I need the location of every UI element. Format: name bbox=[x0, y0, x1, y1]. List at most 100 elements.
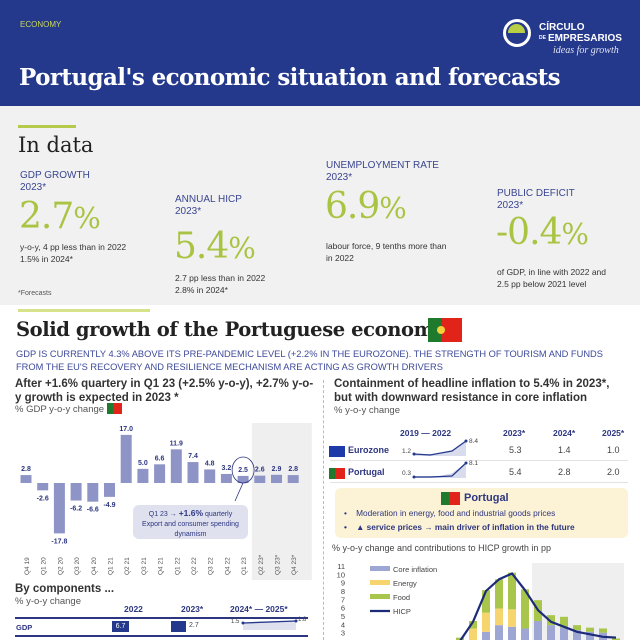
stat-note: y-o-y, 4 pp less than in 2022 1.5% in 202… bbox=[20, 241, 126, 265]
data-label: 4.8 bbox=[205, 460, 215, 467]
gdp-2025-value: 1.8 bbox=[298, 617, 307, 623]
legend-label: HICP bbox=[393, 607, 411, 616]
bar bbox=[104, 483, 115, 497]
bar bbox=[204, 469, 216, 483]
components-unit: % y-o-y change bbox=[15, 596, 82, 607]
stat-unit: % bbox=[73, 201, 101, 235]
components-title: By components ... bbox=[15, 583, 115, 595]
stack-segment-food bbox=[482, 590, 490, 613]
x-tick-label: Q3 22 bbox=[208, 557, 215, 575]
callout-tail: quarterly bbox=[203, 511, 233, 518]
stat-label: ANNUAL HICP 2023* bbox=[175, 194, 242, 218]
y-tick-label: 5 bbox=[341, 612, 345, 621]
stat-number: 5.4 bbox=[174, 226, 229, 267]
col-2022: 2022 bbox=[124, 604, 143, 614]
row-label: Eurozone bbox=[348, 445, 390, 455]
col-2024: 2024* bbox=[553, 428, 576, 438]
hicp-line bbox=[459, 572, 617, 640]
stat-value: -0.4% bbox=[496, 212, 589, 253]
stat-number: 2.7 bbox=[19, 196, 74, 237]
row-label: Portugal bbox=[348, 467, 385, 477]
stat-number: 6.9 bbox=[325, 186, 380, 227]
stat-label: GDP GROWTH 2023* bbox=[20, 170, 90, 194]
gdp-bar-chart: 2.8 Q4 19 -2.6 Q1 20 -17.8 Q2 20 -6.2 Q3 20 -6.6… bbox=[20, 423, 312, 580]
col-2025: 2025* bbox=[602, 428, 625, 438]
sparkline-end: 8.1 bbox=[469, 460, 479, 467]
stat-note-1: labour force, 9 tenths more than bbox=[326, 241, 447, 251]
accent-line bbox=[18, 309, 150, 312]
stack-segment-food bbox=[456, 637, 464, 640]
section-title: Solid growth of the Portuguese economy bbox=[16, 318, 445, 341]
bar bbox=[237, 475, 249, 483]
stack-segment-energy bbox=[508, 609, 516, 627]
logo-text-1: CÍRCULO bbox=[539, 22, 585, 33]
stack-segment-core-inflation bbox=[560, 627, 568, 640]
legend-label: Energy bbox=[393, 579, 417, 588]
stack-segment-food bbox=[469, 620, 477, 629]
callout-value: +1.6% bbox=[178, 508, 204, 518]
y-tick-label: 6 bbox=[341, 604, 345, 613]
bar bbox=[287, 475, 299, 483]
x-tick-label: Q3 23* bbox=[275, 554, 282, 575]
row-label-gdp: GDP bbox=[16, 623, 33, 632]
column-divider bbox=[323, 380, 324, 640]
gdp-2023-bar bbox=[171, 621, 186, 632]
stat-note-2: 1.5% in 2024* bbox=[20, 254, 73, 264]
logo-text-prefix: DE bbox=[539, 35, 546, 41]
stat-note-2: in 2022 bbox=[326, 253, 354, 263]
stat-name: PUBLIC DEFICIT bbox=[497, 188, 575, 199]
stat-name: UNEMPLOYMENT RATE bbox=[326, 160, 439, 171]
stat-note-1: y-o-y, 4 pp less than in 2022 bbox=[20, 242, 127, 252]
stack-segment-core-inflation bbox=[521, 628, 529, 640]
stack-segment-food bbox=[612, 638, 620, 640]
x-tick-label: Q1 23 bbox=[241, 557, 248, 575]
y-tick-label: 8 bbox=[341, 587, 345, 596]
col-2019-2022: 2019 — 2022 bbox=[400, 428, 452, 438]
x-tick-label: Q4 23* bbox=[291, 554, 298, 575]
gdp-2024-value: 1.5 bbox=[231, 619, 240, 625]
stack-segment-core-inflation bbox=[495, 625, 503, 640]
x-tick-label: Q2 20 bbox=[57, 557, 64, 575]
bar bbox=[53, 483, 65, 534]
row-rule bbox=[330, 460, 628, 461]
portugal-flag-icon bbox=[441, 492, 460, 505]
data-label: 2.6 bbox=[255, 467, 265, 474]
hicp-chart-subtitle: % y-o-y change and contributions to HICP… bbox=[332, 543, 551, 553]
data-label: -6.2 bbox=[70, 506, 82, 513]
bar bbox=[87, 483, 99, 502]
y-tick-label: 7 bbox=[341, 595, 345, 604]
stack-segment-food bbox=[508, 572, 516, 610]
stat-label: UNEMPLOYMENT RATE 2023* bbox=[326, 160, 439, 184]
data-label: -6.6 bbox=[87, 507, 99, 514]
stat-year: 2023* bbox=[20, 182, 47, 193]
data-label: 2.5 bbox=[238, 467, 248, 474]
callout-line2: Export and consumer spending bbox=[142, 521, 239, 528]
bar bbox=[187, 462, 199, 483]
stack-segment-energy bbox=[482, 612, 490, 632]
stack-segment-food bbox=[586, 627, 594, 632]
x-tick-label: Q4 21 bbox=[158, 557, 165, 575]
bar bbox=[271, 474, 282, 483]
bullet-text: Moderation in energy, food and industria… bbox=[356, 508, 556, 518]
page-title: Portugal's economic situation and foreca… bbox=[19, 64, 561, 91]
section-subtitle: GDP IS CURRENTLY 4.3% ABOVE ITS PRE-PAND… bbox=[16, 349, 603, 372]
q1-23-callout: Q1 23 → +1.6% quarterly Export and consu… bbox=[133, 505, 248, 539]
callout-arrow bbox=[234, 482, 244, 502]
data-label: 2.8 bbox=[288, 466, 298, 473]
y-tick-label: 11 bbox=[337, 562, 345, 571]
sparkline-start: 1.2 bbox=[402, 448, 412, 455]
bar bbox=[120, 434, 132, 483]
stat-value: 5.4% bbox=[174, 226, 256, 267]
x-tick-label: Q3 21 bbox=[141, 557, 148, 575]
stack-segment-energy bbox=[469, 628, 477, 640]
row-rule bbox=[330, 482, 628, 483]
legend-swatch bbox=[370, 566, 390, 571]
data-label: -2.6 bbox=[37, 495, 49, 502]
stack-segment-food bbox=[547, 615, 555, 626]
bullet-2: • ▲ service prices → main driver of infl… bbox=[344, 522, 575, 532]
y-tick-label: 10 bbox=[337, 570, 345, 579]
stat-name: ANNUAL HICP bbox=[175, 194, 242, 205]
bar bbox=[154, 464, 166, 483]
inflation-chart-title: Containment of headline inflation to 5.4… bbox=[334, 378, 610, 404]
eu-flag-icon bbox=[329, 446, 345, 457]
